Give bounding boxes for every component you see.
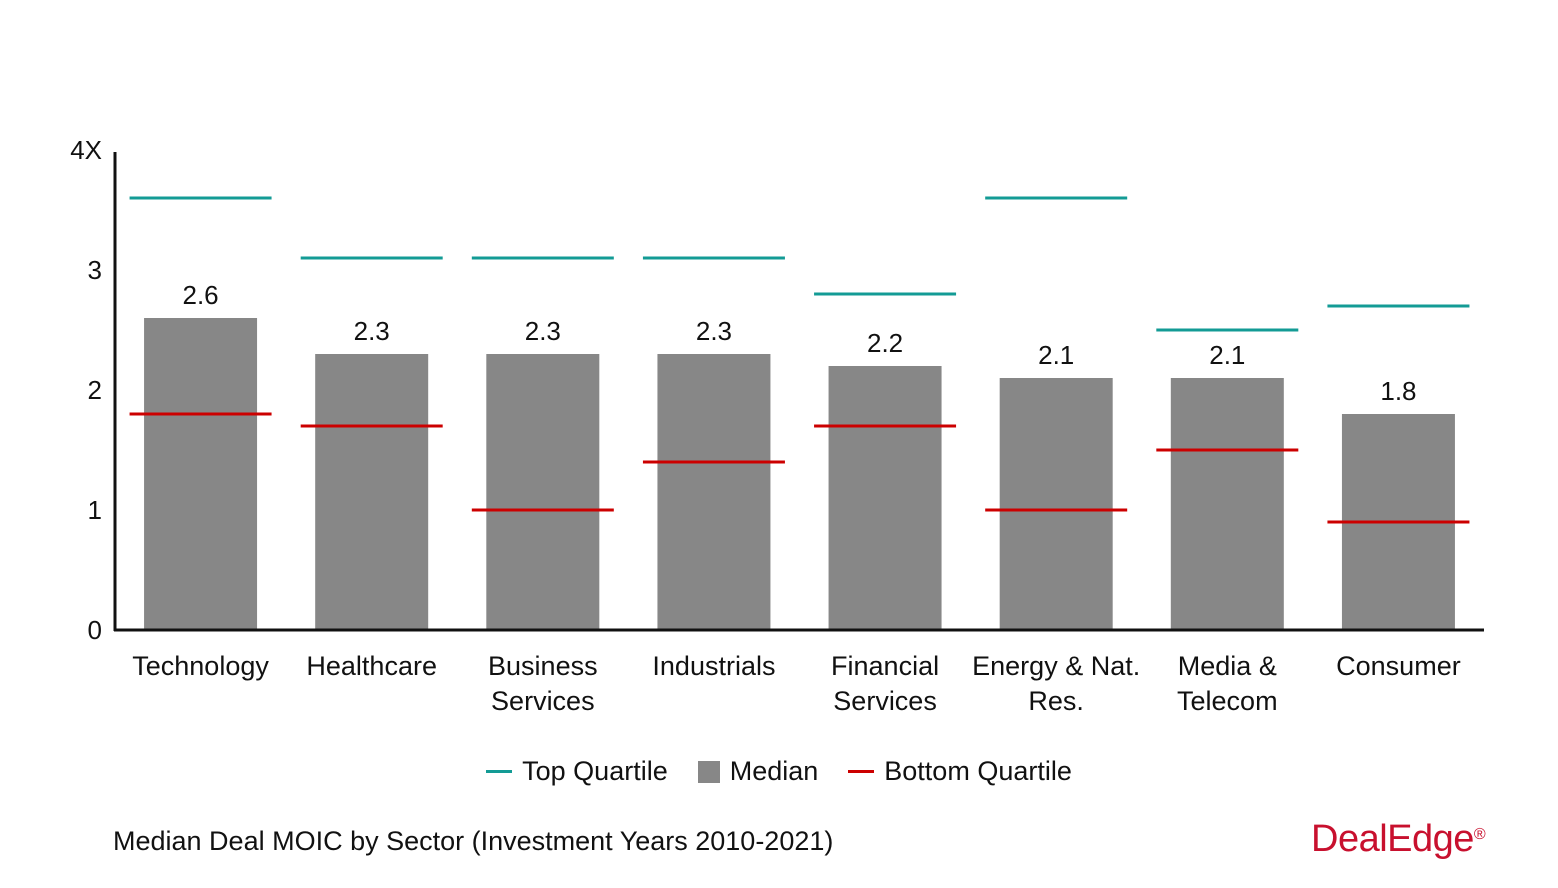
- legend-swatch-median: [697, 760, 720, 783]
- category-label: Industrials: [652, 651, 775, 681]
- dealedge-logo: DealEdge®: [1311, 818, 1486, 861]
- median-bar: [828, 366, 942, 630]
- legend-item-median: Median: [697, 756, 819, 787]
- legend-label-median: Median: [729, 756, 819, 786]
- median-data-label: 2.3: [354, 316, 390, 346]
- median-bar: [657, 354, 771, 630]
- category-label: Consumer: [1336, 651, 1461, 681]
- y-tick-label: 4X: [70, 135, 102, 165]
- median-bar: [999, 378, 1113, 630]
- category-label: Energy & Nat.: [972, 651, 1140, 681]
- median-data-label: 2.6: [182, 280, 218, 310]
- category-label: Technology: [132, 651, 269, 681]
- median-data-label: 2.1: [1038, 340, 1074, 370]
- legend-item-top-quartile: Top Quartile: [486, 756, 668, 787]
- registered-mark: ®: [1473, 826, 1486, 844]
- category-label: Telecom: [1177, 686, 1278, 716]
- y-tick-label: 0: [88, 615, 102, 645]
- median-data-label: 2.2: [867, 328, 903, 358]
- median-bar: [486, 354, 600, 630]
- y-tick-label: 1: [88, 495, 102, 525]
- median-bar: [315, 354, 429, 630]
- category-label: Services: [491, 686, 595, 716]
- category-label: Res.: [1028, 686, 1084, 716]
- chart: 2.6 Technology 2.3 Healthcare 2.3 Business Ser…: [70, 135, 1484, 716]
- category-label: Services: [833, 686, 937, 716]
- legend: Top Quartile Median Bottom Quartile: [0, 756, 1558, 787]
- category-label: Financial: [831, 651, 939, 681]
- legend-label-bottom-quartile: Bottom Quartile: [884, 756, 1072, 786]
- y-tick-label: 2: [88, 375, 102, 405]
- median-data-label: 2.3: [525, 316, 561, 346]
- median-bar: [1170, 378, 1284, 630]
- chart-caption: Median Deal MOIC by Sector (Investment Y…: [113, 826, 834, 856]
- legend-swatch-top-quartile: [486, 770, 513, 773]
- legend-label-top-quartile: Top Quartile: [522, 756, 668, 786]
- logo-text: DealEdge: [1311, 818, 1474, 860]
- median-data-label: 2.3: [696, 316, 732, 346]
- median-data-label: 1.8: [1380, 376, 1416, 406]
- category-label: Media &: [1178, 651, 1277, 681]
- category-label: Business: [488, 651, 598, 681]
- legend-swatch-bottom-quartile: [848, 770, 875, 773]
- category-label: Healthcare: [306, 651, 437, 681]
- y-tick-label: 3: [88, 255, 102, 285]
- median-data-label: 2.1: [1209, 340, 1245, 370]
- median-bar: [144, 318, 258, 630]
- legend-item-bottom-quartile: Bottom Quartile: [848, 756, 1072, 787]
